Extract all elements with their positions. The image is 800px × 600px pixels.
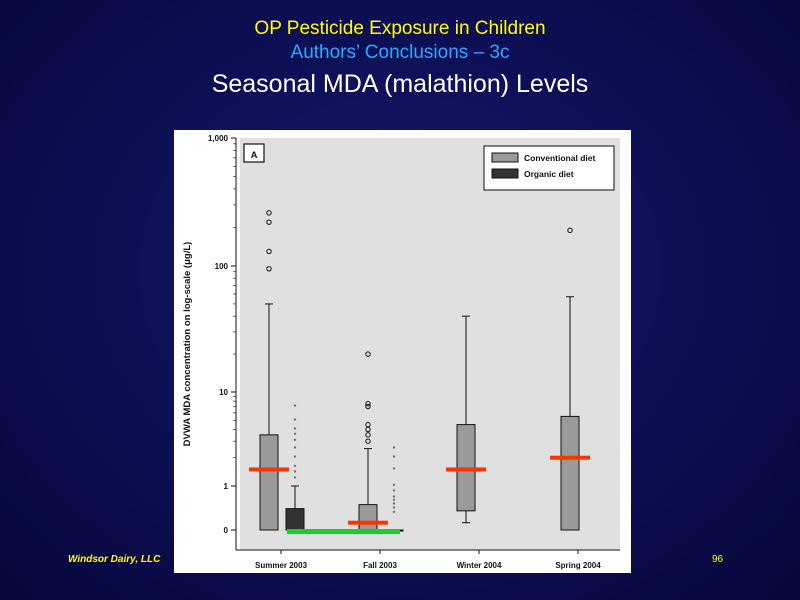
plot-area (240, 138, 620, 550)
outlier-point (266, 266, 272, 272)
footer-company: Windsor Dairy, LLC (68, 554, 161, 565)
outlier-point (365, 401, 371, 407)
legend-swatch (491, 168, 519, 179)
outlier-point: * (294, 432, 297, 439)
outlier-point: * (393, 467, 396, 474)
x-tick-label: Spring 2004 (555, 561, 601, 570)
panel-label: A (251, 150, 258, 161)
outlier-point: * (294, 418, 297, 425)
y-tick-label: 100 (215, 262, 229, 271)
boxplot-figure: 1,000 100 10 1 0 DVWA MDA concentration on lo… (174, 130, 631, 573)
outlier-point (266, 210, 272, 216)
outlier-point (567, 227, 573, 234)
page-number: 96 (712, 554, 724, 565)
panel-label-box (243, 143, 265, 163)
legend-label: Conventional diet (524, 153, 595, 163)
x-tick-label: Fall 2003 (363, 561, 397, 570)
outlier-point: * (393, 446, 396, 453)
slide-title-line3: Seasonal MDA (malathion) Levels (211, 70, 589, 98)
y-tick-label: 10 (219, 388, 228, 397)
outlier-point (365, 438, 371, 444)
box-iqr (259, 434, 279, 531)
y-tick-label: 1,000 (208, 134, 229, 143)
median-marker (348, 520, 388, 525)
outlier-point (365, 421, 371, 428)
organic-period-marker (287, 529, 400, 534)
outlier-point (365, 351, 371, 357)
outlier-point: * (294, 439, 297, 446)
median-marker (446, 467, 486, 472)
legend-swatch (491, 152, 519, 163)
outlier-point (365, 432, 371, 438)
outlier-point: * (393, 455, 396, 462)
outlier-point: * (294, 455, 297, 462)
median-marker (550, 455, 590, 460)
y-axis-title: DVWA MDA concentration on log-scale (μg/… (182, 242, 193, 447)
y-tick-label: 0 (224, 526, 229, 535)
annotation-markers (249, 455, 590, 534)
x-tick-label: Summer 2003 (255, 561, 308, 570)
outlier-point: * (393, 498, 396, 505)
legend: Conventional diet Organic diet (483, 145, 615, 191)
outlier-point: * (393, 495, 396, 502)
box-iqr (285, 508, 305, 531)
slide-title-line2: Authors’ Conclusions – 3c (290, 42, 510, 63)
outlier-point: * (294, 470, 297, 477)
organic-box: ********** (285, 404, 305, 531)
box-iqr (358, 504, 378, 531)
outlier-point: * (294, 464, 297, 471)
outlier-point: * (294, 476, 297, 483)
median-marker (249, 467, 289, 472)
outlier-point: * (393, 511, 396, 518)
outlier-point: * (393, 506, 396, 513)
legend-label: Organic diet (524, 169, 574, 179)
outlier-point (266, 248, 272, 255)
x-tick-label: Winter 2004 (457, 561, 502, 570)
outlier-point (266, 219, 272, 225)
outlier-point: * (393, 484, 396, 491)
y-tick-label: 1 (224, 482, 229, 491)
outlier-point: * (393, 489, 396, 496)
slide-title-line1: OP Pesticide Exposure in Children (254, 18, 546, 39)
conventional-box (560, 227, 580, 531)
box-iqr (560, 415, 580, 531)
outlier-point: * (294, 446, 297, 453)
outlier-point: * (393, 502, 396, 509)
conventional-box (259, 210, 279, 531)
outlier-point: * (294, 404, 297, 411)
outlier-point (365, 403, 371, 410)
outlier-point: * (294, 427, 297, 434)
